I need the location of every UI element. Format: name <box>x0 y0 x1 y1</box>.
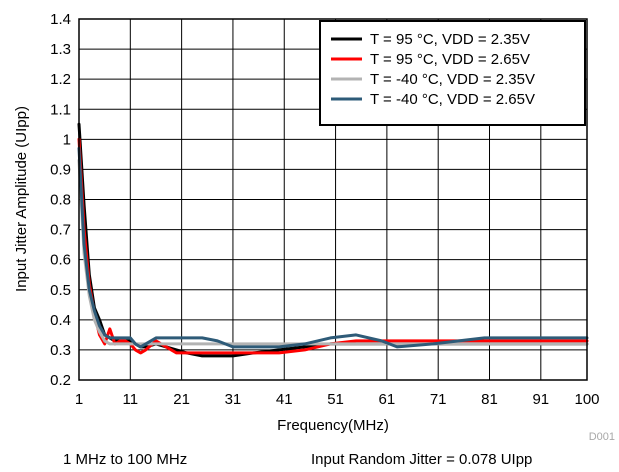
y-tick-label: 0.8 <box>50 192 71 209</box>
y-tick-label: 0.2 <box>50 372 71 389</box>
legend-label: T = -40 °C, VDD = 2.35V <box>370 71 535 88</box>
frequency-range-caption: 1 MHz to 100 MHz <box>63 451 188 468</box>
y-tick-label: 0.7 <box>50 222 71 239</box>
legend-box <box>319 20 586 126</box>
random-jitter-caption: Input Random Jitter = 0.078 UIpp <box>311 451 533 468</box>
x-tick-label: 11 <box>123 391 139 408</box>
x-tick-label: 1 <box>75 391 83 408</box>
y-tick-label: 1.2 <box>50 71 71 88</box>
y-axis-title: Input Jitter Amplitude (UIpp) <box>13 106 30 292</box>
y-tick-label: 1.1 <box>50 101 71 118</box>
x-tick-label: 21 <box>173 391 190 408</box>
legend-label: T = -40 °C, VDD = 2.65V <box>370 91 535 108</box>
x-tick-label: 91 <box>532 391 549 408</box>
x-tick-label: 100 <box>574 391 599 408</box>
y-tick-label: 1 <box>63 131 71 148</box>
y-tick-label: 1.3 <box>50 41 71 58</box>
series-line-4 <box>77 146 589 349</box>
y-tick-label: 0.5 <box>50 282 71 299</box>
x-tick-label: 81 <box>481 391 498 408</box>
x-tick-label: 41 <box>276 391 293 408</box>
tick-labels: 1 11 21 31 41 51 61 71 81 91 1000.20.30.40.50.60.7… <box>50 11 599 408</box>
series-lines <box>77 122 589 358</box>
legend: T = 95 °C, VDD = 2.35V T = 95 °C, VDD = 2… <box>319 20 586 126</box>
x-axis-title: Frequency(MHz) <box>277 417 389 434</box>
series-line-2 <box>77 137 589 355</box>
plot-frame <box>78 18 588 381</box>
y-tick-label: 0.4 <box>50 312 71 329</box>
figure-tag: D001 <box>589 431 615 443</box>
legend-label: T = 95 °C, VDD = 2.65V <box>370 51 530 68</box>
y-tick-label: 1.4 <box>50 11 71 28</box>
legend-label: T = 95 °C, VDD = 2.35V <box>370 31 530 48</box>
x-tick-label: 51 <box>327 391 344 408</box>
y-tick-label: 0.9 <box>50 161 71 178</box>
x-tick-label: 61 <box>379 391 396 408</box>
y-tick-label: 0.6 <box>50 252 71 269</box>
y-tick-label: 0.3 <box>50 342 71 359</box>
x-tick-label: 71 <box>430 391 447 408</box>
x-tick-label: 31 <box>225 391 242 408</box>
